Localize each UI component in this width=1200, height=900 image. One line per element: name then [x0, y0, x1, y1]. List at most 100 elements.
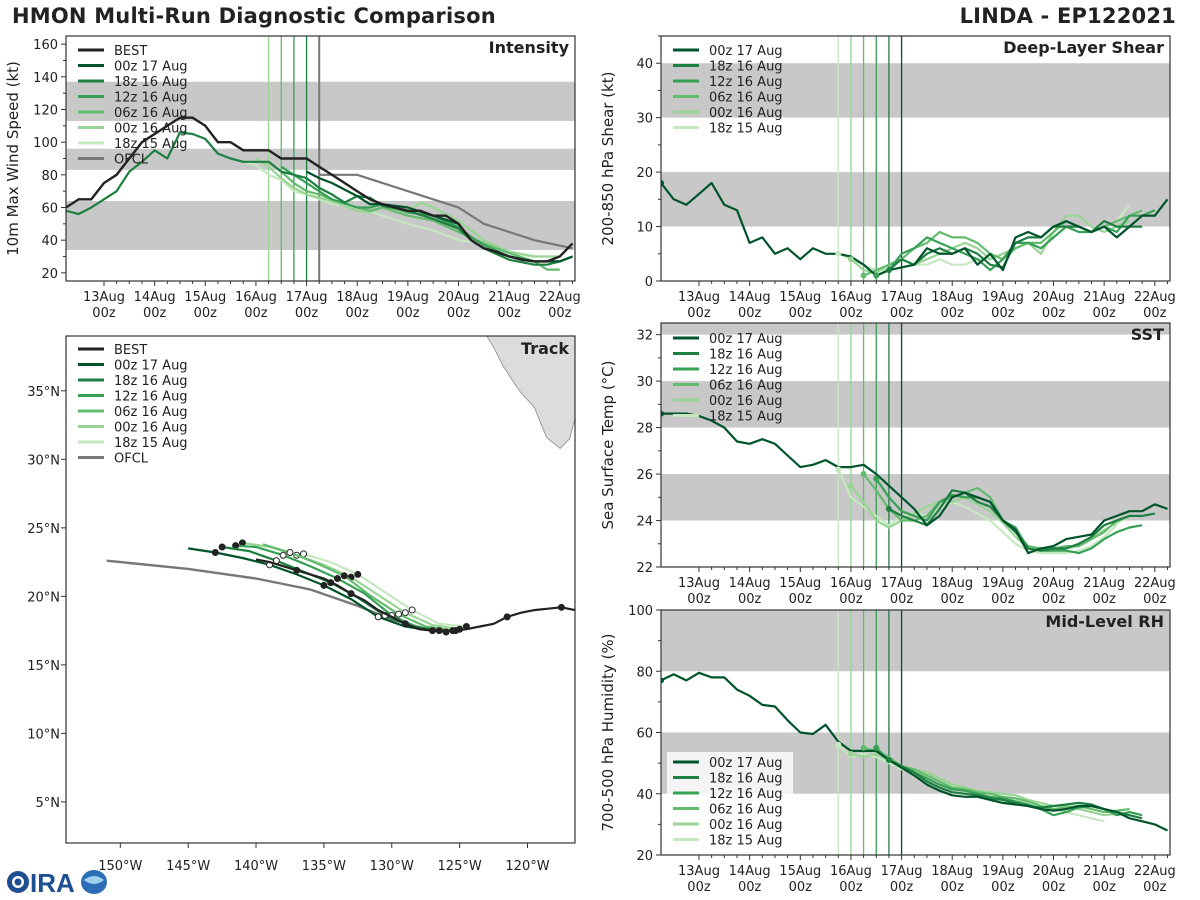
intensity-legend-label: 18z 16 Aug [114, 75, 188, 90]
intensity-ytick-label: 160 [33, 38, 58, 53]
shear-xtick-day: 17Aug [881, 290, 923, 305]
shear-frame [660, 35, 1171, 282]
shear-legend-label: 00z 16 Aug [709, 106, 783, 121]
intensity-ytick-label: 20 [41, 267, 58, 282]
track-position-marker [218, 543, 226, 551]
rh-xtick-day: 20Aug [1033, 864, 1075, 879]
shear-init-marker [847, 256, 854, 263]
shear-init-marker [661, 180, 664, 186]
track-ytick-label: 5°N [36, 796, 61, 811]
sst-xtick-hour: 00z [890, 592, 914, 607]
rh-legend-label: 18z 15 Aug [709, 834, 783, 849]
cira-logo: IRA [7, 868, 107, 898]
shear-ylabel: 200-850 hPa Shear (kt) [599, 72, 617, 246]
sst-xtick-day: 20Aug [1033, 576, 1075, 591]
intensity-xtick-day: 22Aug [539, 290, 581, 305]
rh-xtick-day: 22Aug [1134, 864, 1176, 879]
intensity-xtick-day: 21Aug [488, 290, 530, 305]
sst-panel: 22242628303213Aug00z14Aug00z15Aug00z16Au… [599, 322, 1176, 607]
shear-series-1 [888, 220, 1143, 271]
rh-xtick-day: 16Aug [830, 864, 872, 879]
intensity-best-line [66, 116, 574, 263]
shear-xtick-day: 21Aug [1083, 290, 1125, 305]
shear-xtick-day: 13Aug [678, 290, 720, 305]
sst-ytick-label: 26 [636, 468, 653, 483]
shear-xtick-day: 14Aug [729, 290, 771, 305]
sst-xtick-hour: 00z [1042, 592, 1066, 607]
sst-init-marker [873, 475, 880, 482]
shear-init-marker [873, 272, 880, 279]
rh-xtick-hour: 00z [1143, 880, 1167, 895]
shear-ytick-label: 30 [636, 112, 653, 127]
sst-legend-label: 12z 16 Aug [709, 363, 783, 378]
track-best-line [255, 558, 575, 632]
track-best-marker [401, 620, 409, 628]
track-position-marker [279, 551, 287, 559]
shear-legend-label: 18z 15 Aug [709, 122, 783, 137]
sst-series-0 [661, 412, 1168, 555]
rh-threshold-band [661, 610, 1170, 672]
sst-xtick-day: 22Aug [1134, 576, 1176, 591]
shear-xtick-day: 18Aug [931, 290, 973, 305]
shear-plot-area [661, 36, 1170, 281]
shear-xtick-hour: 00z [839, 306, 863, 321]
intensity-xtick-day: 15Aug [184, 290, 226, 305]
track-position-marker [211, 549, 219, 557]
track-ytick-label: 35°N [27, 385, 60, 400]
shear-xtick-hour: 00z [991, 306, 1015, 321]
track-series-0 [188, 547, 433, 632]
track-title: Track [521, 339, 569, 358]
track-position-marker [333, 575, 341, 583]
sst-xtick-hour: 00z [789, 592, 813, 607]
sst-ytick-label: 24 [636, 515, 653, 530]
rh-legend-label: 00z 17 Aug [709, 756, 783, 771]
intensity-xtick-day: 19Aug [387, 290, 429, 305]
shear-ytick-label: 10 [636, 221, 653, 236]
sst-init-marker [885, 505, 892, 512]
shear-xtick-day: 19Aug [982, 290, 1024, 305]
intensity-xtick-hour: 00z [447, 306, 471, 321]
shear-threshold-band [661, 172, 1170, 227]
page-title: HMON Multi-Run Diagnostic Comparison [12, 4, 496, 28]
rh-init-marker [661, 677, 664, 684]
intensity-xtick-day: 14Aug [134, 290, 176, 305]
rh-init-marker [873, 744, 880, 751]
sst-ytick-label: 22 [636, 561, 653, 576]
rh-legend-label: 12z 16 Aug [709, 787, 783, 802]
rh-ytick-label: 80 [636, 665, 653, 680]
sst-init-marker [835, 466, 842, 473]
rh-xtick-hour: 00z [839, 880, 863, 895]
track-xtick-label: 145°W [166, 859, 210, 874]
rh-series-0 [661, 671, 1168, 832]
track-best-marker [503, 613, 511, 621]
track-frame [65, 335, 576, 844]
sst-xtick-day: 19Aug [982, 576, 1024, 591]
track-best-marker [293, 566, 301, 574]
shear-xtick-hour: 00z [1143, 306, 1167, 321]
track-ytick-label: 30°N [27, 453, 60, 468]
track-plot-area [106, 336, 575, 636]
sst-ytick-label: 30 [636, 375, 653, 390]
track-xtick-label: 130°W [370, 859, 414, 874]
intensity-panel: 2040608010012014016013Aug00z14Aug00z15Au… [4, 35, 581, 321]
rh-ylabel: 700-500 hPa Humidity (%) [599, 633, 617, 831]
track-xtick-label: 135°W [302, 859, 346, 874]
track-ytick-label: 15°N [27, 659, 60, 674]
track-legend-label: BEST [114, 343, 147, 358]
rh-xtick-day: 19Aug [982, 864, 1024, 879]
intensity-title: Intensity [489, 38, 570, 57]
sst-xtick-hour: 00z [991, 592, 1015, 607]
rh-xtick-hour: 00z [789, 880, 813, 895]
sst-legend-label: 18z 15 Aug [709, 410, 783, 425]
track-ytick-label: 25°N [27, 522, 60, 537]
shear-legend-label: 00z 17 Aug [709, 44, 783, 59]
sst-legend-label: 00z 16 Aug [709, 394, 783, 409]
shear-xtick-day: 20Aug [1033, 290, 1075, 305]
track-legend-label: OFCL [114, 452, 149, 467]
track-series-5 [303, 552, 467, 628]
intensity-legend-label: BEST [114, 44, 147, 59]
sst-xtick-hour: 00z [1143, 592, 1167, 607]
sst-legend-label: 00z 17 Aug [709, 332, 783, 347]
cira-logo-core [14, 878, 22, 886]
shear-ytick-label: 40 [636, 57, 653, 72]
